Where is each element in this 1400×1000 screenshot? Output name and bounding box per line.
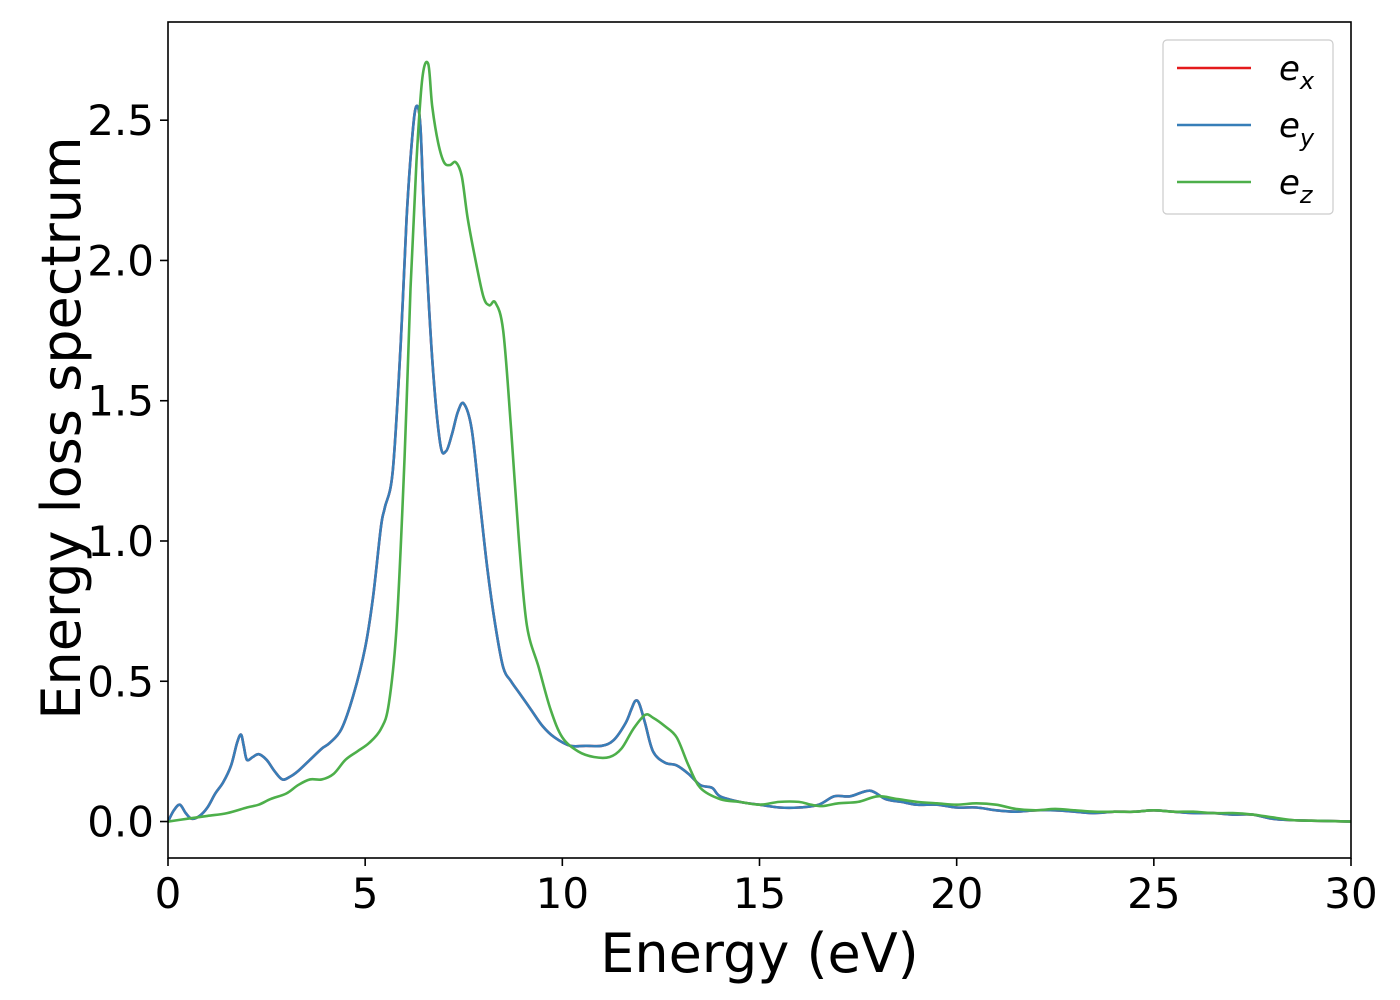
legend-label-base: e bbox=[1279, 163, 1300, 203]
x-tick-label: 25 bbox=[1127, 869, 1180, 918]
x-axis: 0 5 10 15 20 25 30 bbox=[155, 858, 1378, 918]
y-axis-title: Energy loss spectrum bbox=[30, 136, 93, 719]
x-tick-label: 20 bbox=[930, 869, 983, 918]
y-tick-label: 1.5 bbox=[87, 377, 154, 426]
legend-label-subscript: z bbox=[1299, 181, 1314, 209]
legend-label-base: e bbox=[1279, 49, 1300, 89]
y-tick-label: 0.0 bbox=[87, 798, 154, 847]
y-axis: 0.0 0.5 1.0 1.5 2.0 2.5 bbox=[87, 96, 168, 847]
x-tick-label: 0 bbox=[155, 869, 182, 918]
series-layer bbox=[168, 60, 1351, 823]
series-line-y bbox=[168, 104, 1351, 823]
y-tick-label: 2.0 bbox=[87, 236, 154, 285]
legend-label-y: ey bbox=[1279, 106, 1315, 152]
x-tick-label: 5 bbox=[352, 869, 379, 918]
legend-label-subscript: y bbox=[1299, 124, 1315, 152]
x-tick-label: 30 bbox=[1324, 869, 1377, 918]
legend-label-base: e bbox=[1279, 106, 1300, 146]
series-line-z bbox=[168, 60, 1351, 823]
y-tick-label: 1.0 bbox=[87, 517, 154, 566]
x-axis-title: Energy (eV) bbox=[600, 922, 919, 985]
legend-label-z: ez bbox=[1279, 163, 1314, 209]
x-tick-label: 10 bbox=[536, 869, 589, 918]
x-tick-label: 15 bbox=[733, 869, 786, 918]
legend-box bbox=[1162, 39, 1334, 215]
y-tick-label: 2.5 bbox=[87, 96, 154, 145]
legend-label-subscript: x bbox=[1299, 67, 1315, 95]
legend-label-x: ex bbox=[1279, 49, 1315, 95]
y-tick-label: 0.5 bbox=[87, 657, 154, 706]
